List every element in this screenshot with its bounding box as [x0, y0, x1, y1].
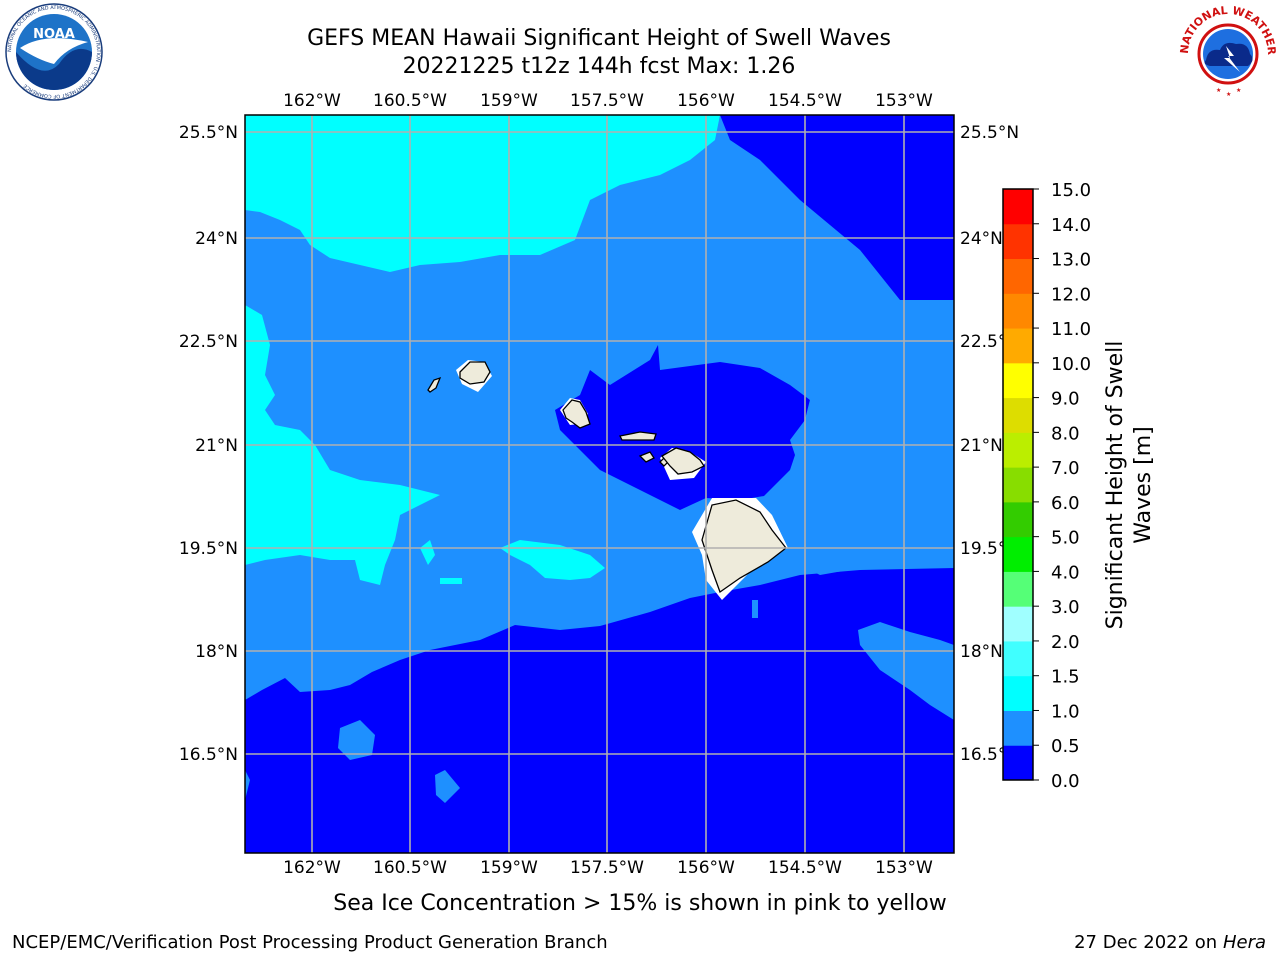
- svg-text:★: ★: [1226, 91, 1231, 98]
- colorbar-tick-label: 1.5: [1051, 667, 1080, 688]
- lon-label-top: 160.5°W: [373, 91, 447, 111]
- colorbar-band: [1003, 675, 1033, 711]
- colorbar-band: [1003, 397, 1033, 433]
- island-niihau: [427, 376, 442, 393]
- colorbar-band: [1003, 606, 1033, 642]
- colorbar-tick-label: 8.0: [1051, 423, 1080, 444]
- colorbar-band: [1003, 710, 1033, 746]
- colorbar-band: [1003, 467, 1033, 503]
- svg-text:★: ★: [1236, 87, 1241, 94]
- colorbar-tick-label: 15.0: [1051, 180, 1091, 201]
- lon-label-bottom: 162°W: [283, 858, 341, 878]
- footer-host: Hera: [1222, 932, 1266, 953]
- colorbar-label-line2: Waves [m]: [1131, 426, 1156, 543]
- svg-text:★: ★: [1216, 87, 1221, 94]
- colorbar-tick-label: 12.0: [1051, 284, 1091, 305]
- footer-date: 27 Dec 2022 on Hera: [1074, 932, 1266, 953]
- lat-label-left: 18°N: [195, 642, 238, 662]
- lon-label-top: 154.5°W: [768, 91, 842, 111]
- colorbar-band: [1003, 571, 1033, 607]
- swell-contours: [245, 115, 954, 853]
- colorbar-tick-label: 6.0: [1051, 493, 1080, 514]
- island-maui: [661, 447, 705, 475]
- lon-label-bottom: 159°W: [480, 858, 538, 878]
- island-lanai: [638, 451, 655, 463]
- footer-date-text: 27 Dec 2022 on: [1074, 932, 1218, 953]
- lat-label-left: 21°N: [195, 436, 238, 456]
- colorbar-band: [1003, 745, 1033, 781]
- lat-label-right: 21°N: [960, 436, 1003, 456]
- lon-label-top: 162°W: [283, 91, 341, 111]
- colorbar-label-line1: Significant Height of Swell: [1103, 341, 1128, 630]
- colorbar-band: [1003, 258, 1033, 294]
- island-kauai: [459, 361, 491, 385]
- map-gridlines: [245, 115, 954, 853]
- colorbar-tick-label: 0.5: [1051, 736, 1080, 757]
- colorbar-band: [1003, 501, 1033, 538]
- colorbar-band: [1003, 189, 1033, 225]
- colorbar-tick-label: 13.0: [1051, 250, 1091, 271]
- svg-text:NOAA: NOAA: [33, 27, 75, 42]
- colorbar-tick-label: 2.0: [1051, 632, 1080, 653]
- forecast-subtitle: 20221225 t12z 144h fcst Max: 1.26: [402, 54, 796, 79]
- lat-label-right: 25.5°N: [960, 123, 1019, 143]
- island-oahu: [562, 399, 591, 429]
- lon-label-top: 159°W: [480, 91, 538, 111]
- colorbar-tick-label: 1.0: [1051, 701, 1080, 722]
- lon-label-bottom: 156°W: [677, 858, 735, 878]
- lon-label-bottom: 154.5°W: [768, 858, 842, 878]
- lon-label-top: 153°W: [875, 91, 933, 111]
- colorbar-tick-label: 5.0: [1051, 528, 1080, 549]
- lon-label-top: 156°W: [677, 91, 735, 111]
- colorbar-band: [1003, 432, 1033, 468]
- lat-label-left: 24°N: [195, 229, 238, 249]
- colorbar-tick-label: 7.0: [1051, 458, 1080, 479]
- lat-label-left: 25.5°N: [179, 123, 238, 143]
- footer-branch: NCEP/EMC/Verification Post Processing Pr…: [12, 932, 608, 953]
- island-hawaii: [701, 499, 787, 594]
- map-frame: [244, 114, 955, 854]
- colorbar-band: [1003, 293, 1033, 329]
- nws-logo: NATIONAL WEATHER SERVICE ★ ★ ★: [1178, 2, 1278, 98]
- lon-label-bottom: 160.5°W: [373, 858, 447, 878]
- lat-label-right: 18°N: [960, 642, 1003, 662]
- sea-ice-note: Sea Ice Concentration > 15% is shown in …: [333, 891, 947, 916]
- island-molokai: [619, 431, 657, 441]
- lat-label-left: 22.5°N: [179, 332, 238, 352]
- colorbar-band: [1003, 223, 1033, 260]
- colorbar-tick-label: 11.0: [1051, 319, 1091, 340]
- noaa-logo: NOAA NATIONAL OCEANIC AND ATMOSPHERIC AD…: [5, 3, 103, 101]
- colorbar-tick-label: 4.0: [1051, 562, 1080, 583]
- lon-label-bottom: 157.5°W: [570, 858, 644, 878]
- lat-label-right: 24°N: [960, 229, 1003, 249]
- hawaiian-islands: [427, 361, 787, 594]
- map-title: GEFS MEAN Hawaii Significant Height of S…: [307, 26, 891, 51]
- lon-label-bottom: 153°W: [875, 858, 933, 878]
- axis-labels: 162°W 162°W 160.5°W 160.5°W 159°W 159°W 157.5°…: [179, 91, 1019, 878]
- colorbar-tick-label: 3.0: [1051, 597, 1080, 618]
- colorbar-frame: [1002, 188, 1034, 781]
- colorbar-tick-label: 0.0: [1051, 771, 1080, 792]
- colorbar-band: [1003, 362, 1033, 399]
- colorbar-band: [1003, 536, 1033, 572]
- lon-label-top: 157.5°W: [570, 91, 644, 111]
- colorbar-tick-label: 10.0: [1051, 354, 1091, 375]
- colorbar: 15.0 14.0 13.0 12.0 11.0 10.0 9.0 8.0 7.0 6.0 5.0 4…: [1002, 180, 1091, 792]
- colorbar-tick-label: 9.0: [1051, 389, 1080, 410]
- lat-label-left: 16.5°N: [179, 745, 238, 765]
- colorbar-band: [1003, 640, 1033, 677]
- colorbar-band: [1003, 328, 1033, 364]
- lat-label-left: 19.5°N: [179, 539, 238, 559]
- colorbar-tick-label: 14.0: [1051, 215, 1091, 236]
